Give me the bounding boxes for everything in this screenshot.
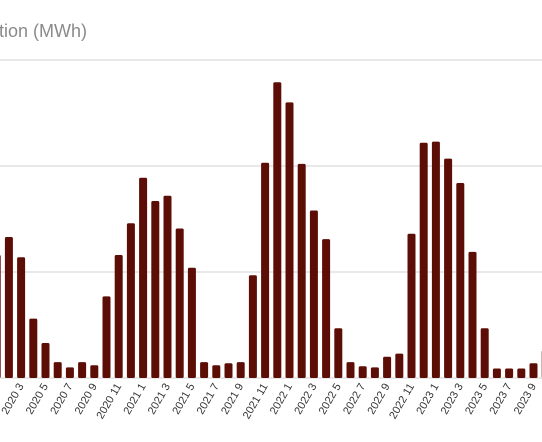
bar-2022-5 <box>334 328 343 378</box>
bar-2021-5 <box>187 267 196 378</box>
bar-2023-4 <box>468 251 477 378</box>
bar-2021-9 <box>236 362 245 378</box>
bar-2020-2 <box>4 237 13 378</box>
x-tick-label: 2020 3 <box>0 382 27 417</box>
bar-2022-1 <box>285 102 294 379</box>
x-tick-label: 2022 1 <box>268 382 295 417</box>
x-tick-label: 2020 5 <box>24 382 51 417</box>
x-tick-label: 2023 7 <box>487 382 514 417</box>
bar-2021-8 <box>224 363 233 378</box>
bar-2023-6 <box>492 368 501 378</box>
bar-2022-12 <box>419 142 428 378</box>
bar-2020-6 <box>53 362 62 378</box>
chart-title: tion (MWh) <box>0 21 87 41</box>
bar-2020-11 <box>114 255 123 378</box>
bar-2020-5 <box>41 343 50 378</box>
x-tick-label: 2022 5 <box>317 382 344 417</box>
bar-2021-11 <box>261 162 270 378</box>
bar-2021-10 <box>248 275 257 378</box>
bar-2020-10 <box>102 296 111 378</box>
bar-2021-2 <box>151 201 160 378</box>
bar-2021-4 <box>175 228 184 378</box>
bar-2022-6 <box>346 362 355 378</box>
x-tick-label: 2022 3 <box>292 382 319 417</box>
bar-2023-5 <box>480 328 489 378</box>
x-tick-label: 2023 3 <box>439 382 466 417</box>
bar-2022-11 <box>407 233 416 378</box>
bar-2023-8 <box>517 368 526 378</box>
bar-2020-1 <box>0 255 1 378</box>
bar-2023-7 <box>505 368 514 378</box>
bar-2023-9 <box>529 363 538 378</box>
x-tick-label: 2021 5 <box>170 382 197 417</box>
bar-2022-4 <box>322 239 331 378</box>
bar-2023-3 <box>456 183 465 378</box>
x-tick-label: 2023 5 <box>463 382 490 417</box>
x-tick-label: 2023 1 <box>414 382 441 417</box>
bar-2021-1 <box>139 177 148 378</box>
bar-2020-8 <box>78 362 87 378</box>
x-tick-label: 2020 7 <box>48 382 75 417</box>
x-tick-label: 2021 1 <box>121 382 148 417</box>
bar-2022-10 <box>395 353 404 378</box>
bars <box>0 82 542 379</box>
x-tick-label: 2022 7 <box>341 382 368 417</box>
bar-2020-4 <box>29 318 38 378</box>
bar-2021-7 <box>212 365 221 378</box>
bar-2022-9 <box>383 356 392 378</box>
bar-2022-8 <box>370 367 379 378</box>
bar-2023-1 <box>431 141 440 378</box>
bar-2020-9 <box>90 365 99 378</box>
bar-2021-3 <box>163 195 172 378</box>
x-tick-label: 2023 9 <box>512 382 539 417</box>
bar-2020-7 <box>65 367 74 378</box>
bar-2021-12 <box>273 82 282 379</box>
bar-2020-3 <box>17 257 26 378</box>
bar-2021-6 <box>200 362 209 378</box>
bar-2022-2 <box>297 163 306 378</box>
bar-2022-3 <box>309 210 318 378</box>
x-tick-label: 2021 3 <box>146 382 173 417</box>
bar-2020-12 <box>126 223 135 378</box>
x-tick-label: 2021 7 <box>195 382 222 417</box>
bar-2022-7 <box>358 366 367 378</box>
bar-2023-2 <box>444 158 453 378</box>
